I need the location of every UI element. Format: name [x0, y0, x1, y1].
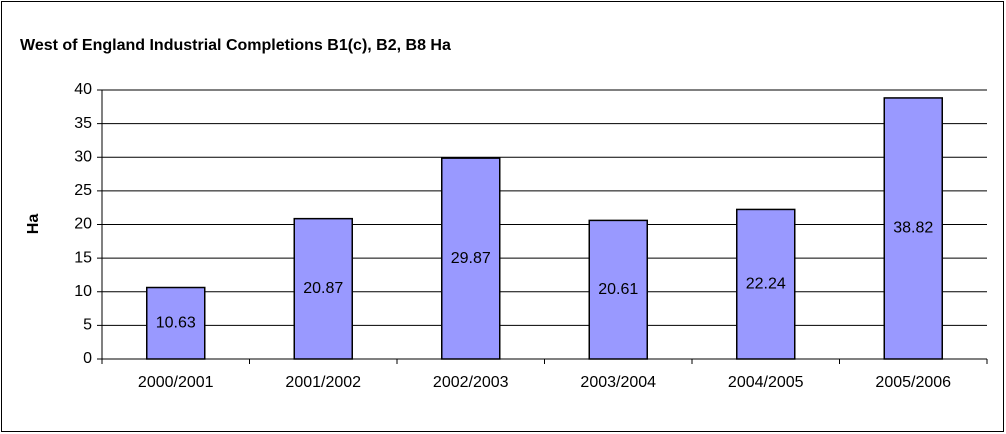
data-label: 10.63	[156, 314, 196, 331]
y-tick-label: 5	[83, 317, 92, 334]
y-tick-label: 35	[74, 115, 92, 132]
y-tick-label: 10	[74, 283, 92, 300]
bar	[441, 157, 501, 360]
x-tick-label: 2002/2003	[433, 374, 509, 391]
y-tick-label: 25	[74, 182, 92, 199]
x-tick-label: 2005/2006	[875, 374, 951, 391]
bar	[588, 219, 648, 360]
bar	[146, 286, 206, 360]
data-label: 20.87	[303, 280, 343, 297]
bar	[883, 97, 943, 360]
x-tick-label: 2003/2004	[580, 374, 656, 391]
data-label: 22.24	[746, 275, 786, 292]
chart-title: West of England Industrial Completions B…	[20, 37, 451, 54]
data-label: 20.61	[598, 281, 638, 298]
y-tick-label: 15	[74, 249, 92, 266]
data-label: 29.87	[451, 250, 491, 267]
y-axis-label: Ha	[25, 214, 42, 235]
y-tick-label: 30	[74, 148, 92, 165]
y-tick-label: 40	[74, 81, 92, 98]
y-tick-label: 0	[83, 350, 92, 367]
x-tick-label: 2000/2001	[138, 374, 214, 391]
bar	[736, 208, 796, 360]
y-tick-label: 20	[74, 216, 92, 233]
bar	[293, 217, 353, 360]
data-label: 38.82	[893, 220, 933, 237]
x-tick-label: 2004/2005	[728, 374, 804, 391]
x-tick-label: 2001/2002	[285, 374, 361, 391]
